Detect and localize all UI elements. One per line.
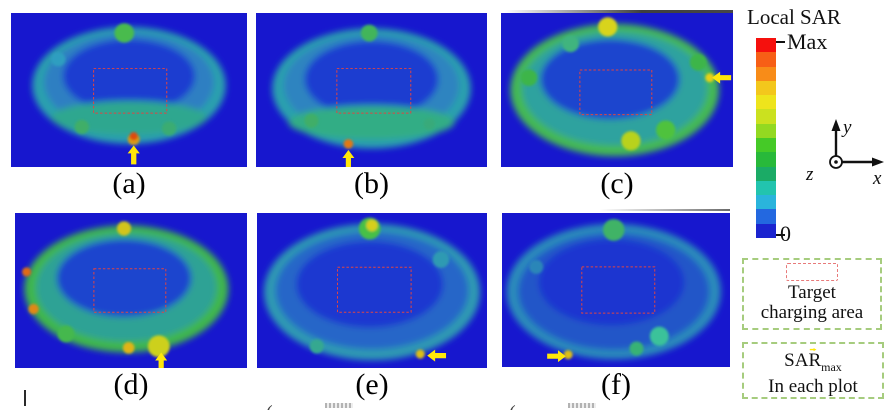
- legend-target-line1: Target: [788, 282, 836, 303]
- sar-heatmap-c: [501, 13, 733, 167]
- sar-heatmap-panel-e: [257, 213, 487, 368]
- crop-artifact-left-tick: [24, 390, 26, 406]
- x-axis-arrowhead-icon: [872, 157, 884, 167]
- coordinate-axes-icon: y x z: [805, 117, 884, 188]
- colorbar-band: [756, 38, 776, 53]
- colorbar-max-label: Max: [787, 29, 828, 54]
- colorbar-band: [756, 180, 776, 196]
- z-axis-label: z: [805, 164, 814, 185]
- cropped-caption-fragment-1: ( ): [266, 402, 294, 410]
- colorbar-band: [756, 80, 776, 96]
- colorbar-title: Local SAR: [747, 5, 841, 29]
- colorbar-band: [756, 137, 776, 153]
- colorbar-band: [756, 166, 776, 181]
- crop-artifact-gray-strip-top: [505, 10, 733, 13]
- panel-label-a: (a): [112, 167, 146, 200]
- y-axis-arrowhead-icon: [831, 119, 841, 131]
- cropped-caption-fragment-2: ( ): [509, 402, 537, 410]
- legend-sar-max: SARmax In each plot: [742, 342, 884, 399]
- colorbar-zero-tick: [776, 234, 785, 236]
- colorbar-band: [756, 209, 776, 224]
- colorbar-max-tick: [776, 41, 785, 43]
- cropped-caption-fragment-hatch-2: [568, 403, 596, 408]
- yellow-arrow-glyph: [809, 348, 817, 352]
- y-axis-label: y: [841, 117, 852, 138]
- sar-subscript: max: [821, 360, 842, 374]
- panel-label-c: (c): [600, 167, 634, 200]
- colorbar-band: [756, 52, 776, 67]
- colorbar-band: [756, 123, 776, 138]
- sar-heatmap-panel-d: [15, 213, 247, 368]
- legend-sar-line2: In each plot: [768, 376, 858, 397]
- sar-heatmap-a: [11, 13, 247, 167]
- colorbar-min-label: 0: [780, 221, 791, 246]
- sar-word: SAR: [784, 350, 822, 372]
- sar-heatmap-panel-f: [502, 213, 730, 367]
- colorbar: [756, 38, 776, 238]
- x-axis-label: x: [872, 168, 882, 188]
- target-area-rect-icon: [786, 263, 838, 281]
- panel-label-f: (f): [601, 368, 631, 401]
- legend-target-charging-area: Target charging area: [742, 258, 882, 330]
- sar-heatmap-e: [257, 213, 487, 368]
- sar-heatmap-panel-c: [501, 13, 733, 167]
- colorbar-band: [756, 223, 776, 238]
- crop-artifact-gray-strip-middle: [600, 209, 730, 211]
- sar-heatmap-d: [15, 213, 247, 368]
- sar-heatmap-f: [502, 213, 730, 367]
- cropped-caption-fragment-hatch-1: [325, 403, 353, 408]
- colorbar-band: [756, 66, 776, 81]
- colorbar-band: [756, 152, 776, 167]
- colorbar-band: [756, 109, 776, 124]
- panel-label-d: (d): [113, 368, 149, 401]
- colorbar-band: [756, 195, 776, 210]
- sar-heatmap-b: [256, 13, 487, 167]
- legend-target-line2: charging area: [760, 302, 864, 323]
- z-axis-dot: [834, 160, 838, 164]
- panel-label-e: (e): [355, 368, 389, 401]
- panel-label-b: (b): [354, 167, 389, 200]
- sar-max-arrow-icon: [809, 348, 817, 352]
- sar-heatmap-panel-b: [256, 13, 487, 167]
- sar-heatmap-panel-a: [11, 13, 247, 167]
- colorbar-band: [756, 95, 776, 110]
- legend-sar-line1: SARmax: [784, 351, 842, 377]
